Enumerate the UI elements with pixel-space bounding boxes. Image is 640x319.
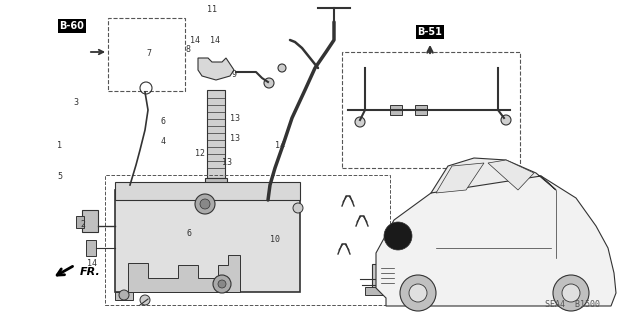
Text: 14: 14 bbox=[87, 259, 97, 268]
Bar bbox=[340, 192, 356, 208]
Polygon shape bbox=[128, 255, 240, 292]
Text: 8: 8 bbox=[185, 45, 190, 54]
Bar bbox=[115, 182, 300, 200]
Text: SEA4  B1500: SEA4 B1500 bbox=[545, 300, 600, 309]
Circle shape bbox=[213, 275, 231, 293]
Circle shape bbox=[562, 284, 580, 302]
Polygon shape bbox=[376, 170, 616, 306]
Circle shape bbox=[264, 78, 274, 88]
Text: B-51: B-51 bbox=[417, 27, 442, 37]
Bar bbox=[115, 292, 133, 300]
Text: 13: 13 bbox=[222, 158, 232, 167]
Circle shape bbox=[389, 284, 401, 296]
Bar bbox=[372, 264, 382, 292]
Bar bbox=[205, 178, 227, 192]
Bar bbox=[108, 18, 185, 91]
Circle shape bbox=[119, 290, 129, 300]
Circle shape bbox=[409, 284, 427, 302]
Text: 1: 1 bbox=[57, 141, 62, 150]
Circle shape bbox=[400, 275, 436, 311]
Bar bbox=[82, 210, 98, 232]
Text: 12: 12 bbox=[195, 149, 205, 158]
Text: 6: 6 bbox=[186, 229, 191, 238]
Circle shape bbox=[501, 115, 511, 125]
Circle shape bbox=[218, 280, 226, 288]
Bar bbox=[207, 90, 225, 178]
Text: FR.: FR. bbox=[80, 267, 100, 277]
Text: B-60: B-60 bbox=[60, 21, 84, 31]
Circle shape bbox=[355, 117, 365, 127]
Bar bbox=[342, 52, 520, 168]
Bar bbox=[336, 240, 352, 256]
Text: 2: 2 bbox=[81, 220, 86, 229]
Circle shape bbox=[278, 64, 286, 72]
Text: 14: 14 bbox=[190, 36, 200, 45]
Polygon shape bbox=[488, 160, 534, 190]
Text: 10: 10 bbox=[270, 235, 280, 244]
Circle shape bbox=[195, 194, 215, 214]
Text: 4: 4 bbox=[161, 137, 166, 146]
Circle shape bbox=[384, 222, 412, 250]
Text: 11: 11 bbox=[207, 5, 218, 14]
Text: 14: 14 bbox=[210, 36, 220, 45]
Bar bbox=[365, 287, 387, 295]
Bar bbox=[208, 192, 224, 198]
Circle shape bbox=[553, 275, 589, 311]
Circle shape bbox=[140, 295, 150, 305]
Text: 13: 13 bbox=[230, 114, 240, 123]
Polygon shape bbox=[198, 58, 234, 80]
Text: 5: 5 bbox=[57, 172, 62, 181]
Text: 7: 7 bbox=[146, 49, 151, 58]
Circle shape bbox=[293, 203, 303, 213]
Circle shape bbox=[200, 199, 210, 209]
Text: 14: 14 bbox=[275, 141, 285, 150]
Bar bbox=[390, 105, 402, 115]
Bar bbox=[415, 105, 427, 115]
Text: 9: 9 bbox=[231, 70, 236, 78]
Polygon shape bbox=[431, 158, 556, 193]
Bar bbox=[86, 240, 96, 256]
Text: 13: 13 bbox=[230, 134, 240, 143]
Bar bbox=[115, 190, 300, 292]
Text: 6: 6 bbox=[160, 117, 165, 126]
Text: 3: 3 bbox=[73, 98, 78, 107]
Bar bbox=[76, 216, 84, 228]
Bar bbox=[354, 212, 370, 228]
Polygon shape bbox=[436, 163, 484, 193]
Bar bbox=[105, 175, 390, 305]
